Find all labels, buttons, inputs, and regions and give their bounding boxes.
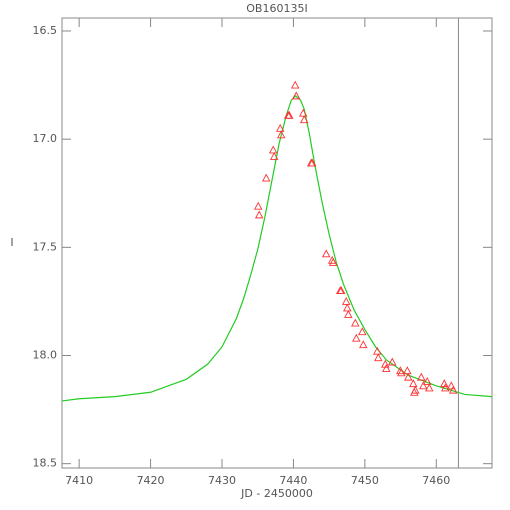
data-point <box>425 383 434 392</box>
data-point <box>275 123 285 132</box>
x-tick-label: 7430 <box>208 474 236 487</box>
data-point <box>290 80 300 89</box>
data-point <box>276 130 286 139</box>
data-point <box>352 333 361 342</box>
data-point <box>268 145 278 154</box>
model-curve <box>61 95 493 402</box>
data-point <box>299 115 309 124</box>
y-tick-label: 17.0 <box>33 132 58 145</box>
data-point <box>388 357 397 366</box>
y-tick-label: 16.5 <box>33 24 58 37</box>
data-point <box>359 340 368 349</box>
data-point <box>307 158 317 167</box>
data-point <box>449 385 458 394</box>
data-point <box>403 366 412 375</box>
y-axis-label: I <box>10 236 13 249</box>
x-tick-label: 7450 <box>351 474 379 487</box>
data-point <box>397 368 406 377</box>
data-point <box>336 286 346 295</box>
data-point <box>358 327 367 336</box>
data-point <box>374 353 383 362</box>
x-axis-label: JD - 2450000 <box>240 487 313 500</box>
y-tick-label: 18.0 <box>33 349 58 362</box>
y-tick-label: 18.5 <box>33 457 58 470</box>
data-point <box>423 377 432 385</box>
data-point <box>409 379 418 388</box>
data-point <box>253 201 263 210</box>
data-point <box>417 372 426 381</box>
data-point <box>343 303 352 312</box>
x-tick-label: 7460 <box>422 474 450 487</box>
y-tick-label: 17.5 <box>33 240 58 253</box>
x-tick-label: 7420 <box>137 474 165 487</box>
x-tick-label: 7410 <box>65 474 93 487</box>
x-tick-label: 7440 <box>279 474 307 487</box>
data-point <box>404 372 413 381</box>
data-point <box>382 364 391 372</box>
chart-title: OB160135I <box>246 2 307 15</box>
data-point <box>254 210 264 219</box>
data-point <box>269 152 279 160</box>
plot-frame <box>61 17 493 469</box>
data-point <box>411 385 420 394</box>
data-point <box>321 249 331 258</box>
data-point <box>351 318 360 327</box>
data-point <box>441 383 450 392</box>
data-point <box>344 309 353 318</box>
data-point <box>298 108 308 117</box>
data-point <box>419 381 428 390</box>
data-point <box>341 296 351 305</box>
data-point <box>261 173 271 182</box>
data-point <box>373 346 382 355</box>
data-point <box>284 110 294 119</box>
data-point <box>447 381 456 390</box>
data-point <box>328 258 338 266</box>
data-point <box>291 91 301 100</box>
